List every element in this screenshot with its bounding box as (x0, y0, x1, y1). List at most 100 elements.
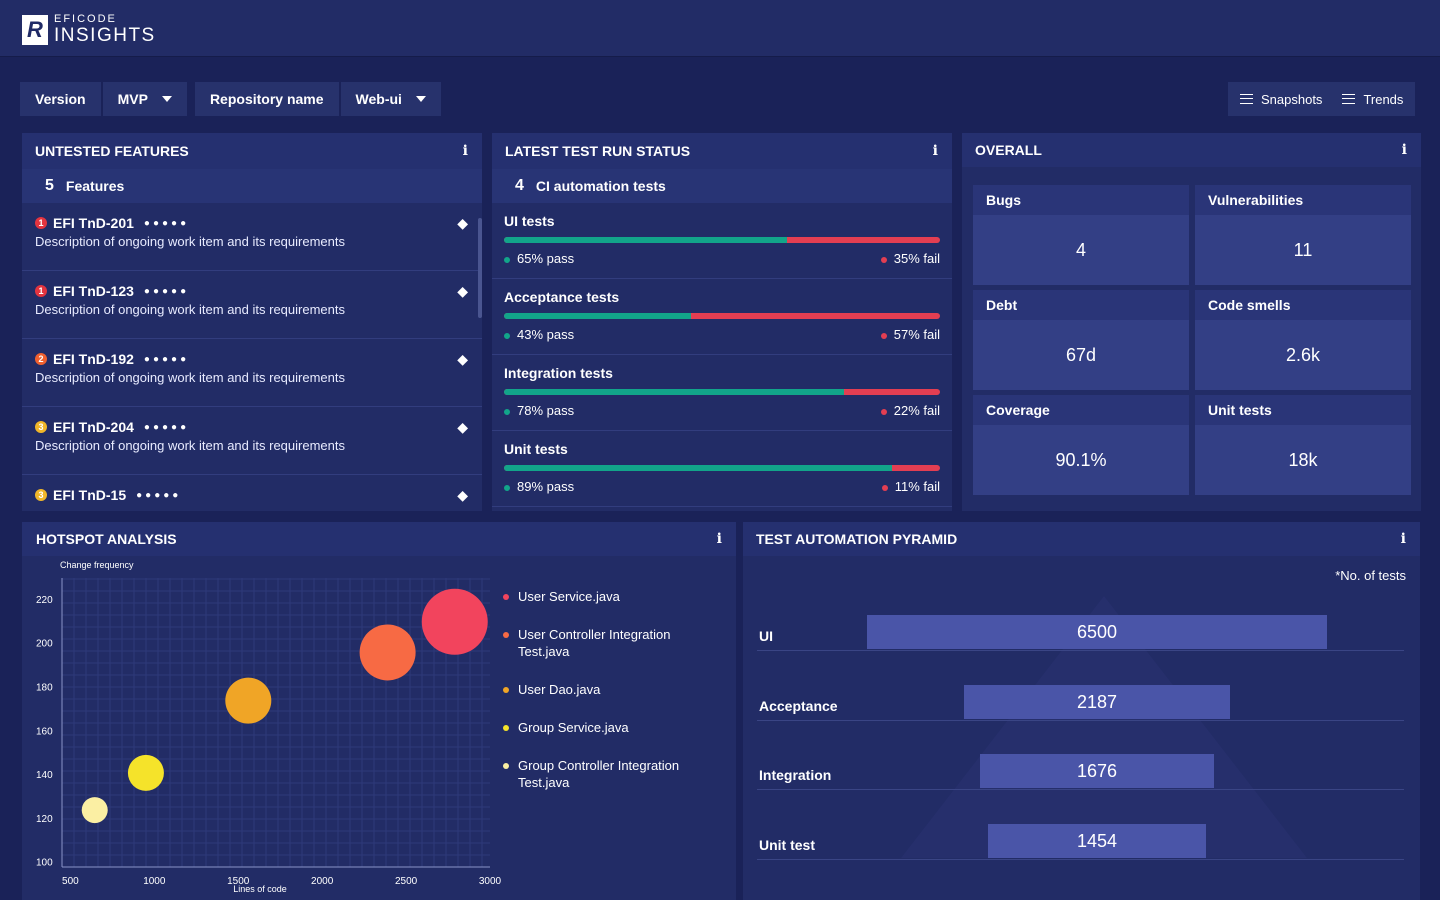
pass-label: 78% pass (504, 403, 574, 418)
test-result-labels: 78% pass 22% fail (504, 403, 940, 418)
info-icon[interactable]: i (1401, 142, 1407, 158)
test-result-labels: 43% pass 57% fail (504, 327, 940, 342)
logo-bottom-text: INSIGHTS (54, 25, 156, 46)
hotspot-bubble[interactable] (225, 677, 272, 724)
legend-dot-icon (503, 687, 509, 693)
pyramid-label: Integration (759, 767, 832, 783)
test-progress-bar (504, 389, 940, 395)
repo-label: Repository name (194, 82, 339, 116)
hotspot-bubble[interactable] (421, 588, 488, 655)
x-tick-label: 500 (62, 876, 79, 887)
metric-value: 4 (1075, 239, 1086, 260)
test-name: Unit tests (504, 441, 568, 457)
pyramid-bar[interactable]: 6500 (867, 615, 1327, 649)
scrollbar[interactable] (478, 218, 482, 318)
metric-tile[interactable]: Bugs 4 (973, 185, 1189, 285)
pass-text: 65% pass (517, 251, 575, 266)
legend-dot-icon (503, 763, 509, 769)
pin-icon[interactable]: ◆ (457, 215, 468, 231)
y-tick-label: 140 (36, 770, 53, 781)
feature-item[interactable]: 3 EFI TnD-15 ●●●●● ◆ (22, 475, 482, 511)
rating-dots-icon: ●●●●● (143, 353, 190, 365)
legend-dot-icon (503, 594, 509, 600)
logo[interactable]: R EFICODE INSIGHTS (22, 14, 156, 45)
pass-text: 89% pass (517, 479, 575, 494)
feature-count: 5 (45, 177, 54, 194)
feature-id: EFI TnD-15 (53, 487, 127, 503)
test-progress-bar (504, 237, 940, 243)
test-count: 4 (515, 177, 524, 194)
test-row[interactable]: Integration tests 78% pass 22% fail (492, 355, 952, 431)
priority-badge: 3 (35, 489, 47, 501)
metric-tile[interactable]: Debt 67d (973, 290, 1189, 390)
hotspot-bubble[interactable] (81, 797, 108, 824)
hotspot-legend: User Service.java User Controller Integra… (503, 588, 713, 812)
pass-text: 78% pass (517, 403, 575, 418)
snapshots-label: Snapshots (1261, 91, 1323, 107)
version-dropdown[interactable]: MVP (102, 82, 187, 116)
version-label: Version (20, 82, 101, 116)
metric-tile[interactable]: Code smells 2.6k (1195, 290, 1411, 390)
info-icon[interactable]: i (932, 143, 938, 159)
pin-icon[interactable]: ◆ (457, 419, 468, 435)
pyramid-bar[interactable]: 1454 (988, 824, 1206, 858)
feature-item[interactable]: 1 EFI TnD-201 ●●●●● Description of ongoing … (22, 203, 482, 271)
x-axis-title: Lines of code (233, 884, 287, 894)
y-tick-label: 120 (36, 814, 53, 825)
test-row[interactable]: Unit tests 89% pass 11% fail (492, 431, 952, 507)
pin-icon[interactable]: ◆ (457, 487, 468, 503)
view-actions: Snapshots Trends (1228, 82, 1417, 116)
chevron-down-icon (415, 96, 426, 102)
snapshots-button[interactable]: Snapshots (1228, 82, 1335, 116)
legend-label: Group Controller Integration Test.java (518, 758, 680, 790)
hotspot-chart: 100 120 140 160 180 200 220 500 1000 1500 2000 2500… (36, 560, 502, 894)
pass-label: 65% pass (504, 251, 574, 266)
metric-tile[interactable]: Unit tests 18k (1195, 395, 1411, 495)
hotspot-panel: HOTSPOT ANALYSIS i 100 120 140 160 180 200 220 5… (22, 522, 736, 900)
metric-tile[interactable]: Vulnerabilities 11 (1195, 185, 1411, 285)
feature-item[interactable]: 2 EFI TnD-192 ●●●●● Description of ongoing … (22, 339, 482, 407)
trends-button[interactable]: Trends (1334, 82, 1416, 116)
info-icon[interactable]: i (462, 143, 468, 159)
test-name: Integration tests (504, 365, 613, 381)
legend-item: Group Controller Integration Test.java (503, 757, 713, 791)
rating-dots-icon: ●●●●● (143, 285, 190, 297)
info-icon[interactable]: i (1400, 531, 1406, 547)
fail-text: 11% fail (894, 479, 940, 494)
menu-icon (1342, 94, 1356, 104)
logo-top-text: EFICODE (54, 13, 117, 25)
logo-mark-icon: R (22, 14, 48, 45)
metric-value: 2.6k (1285, 344, 1321, 365)
fail-dot-icon (880, 332, 887, 339)
test-row[interactable]: UI tests 65% pass 35% fail (492, 203, 952, 279)
test-list: UI tests 65% pass 35% fail Acceptance tests… (492, 203, 952, 507)
test-row[interactable]: Acceptance tests 43% pass 57% fail (492, 279, 952, 355)
repo-dropdown[interactable]: Web-ui (340, 82, 441, 116)
pin-icon[interactable]: ◆ (457, 351, 468, 367)
feature-list[interactable]: 1 EFI TnD-201 ●●●●● Description of ongoing … (22, 203, 482, 511)
pyramid-background (901, 596, 1307, 858)
pin-icon[interactable]: ◆ (457, 283, 468, 299)
panel-title: TEST AUTOMATION PYRAMID (756, 531, 958, 547)
pyramid-bar[interactable]: 1676 (980, 754, 1214, 788)
metric-value: 11 (1293, 239, 1313, 260)
info-icon[interactable]: i (716, 531, 722, 547)
pass-dot-icon (504, 408, 510, 415)
fail-text: 35% fail (893, 251, 940, 266)
metric-value: 18k (1288, 449, 1318, 470)
test-count-label: CI automation tests (535, 178, 666, 194)
feature-item[interactable]: 3 EFI TnD-204 ●●●●● Description of ongoing … (22, 407, 482, 475)
hotspot-bubble[interactable] (127, 754, 164, 791)
pyramid-label: Unit test (759, 837, 815, 853)
pyramid-bar[interactable]: 2187 (963, 685, 1231, 719)
panel-title: OVERALL (975, 142, 1042, 158)
metric-tile[interactable]: Coverage 90.1% (973, 395, 1189, 495)
test-progress-bar (504, 313, 940, 319)
rating-dots-icon: ●●●●● (143, 421, 190, 433)
pass-dot-icon (504, 484, 510, 491)
pass-text: 43% pass (517, 327, 575, 342)
hotspot-bubble[interactable] (359, 624, 416, 681)
fail-label: 35% fail (880, 251, 940, 266)
feature-item[interactable]: 1 EFI TnD-123 ●●●●● Description of ongoing … (22, 271, 482, 339)
test-name: UI tests (504, 213, 555, 229)
